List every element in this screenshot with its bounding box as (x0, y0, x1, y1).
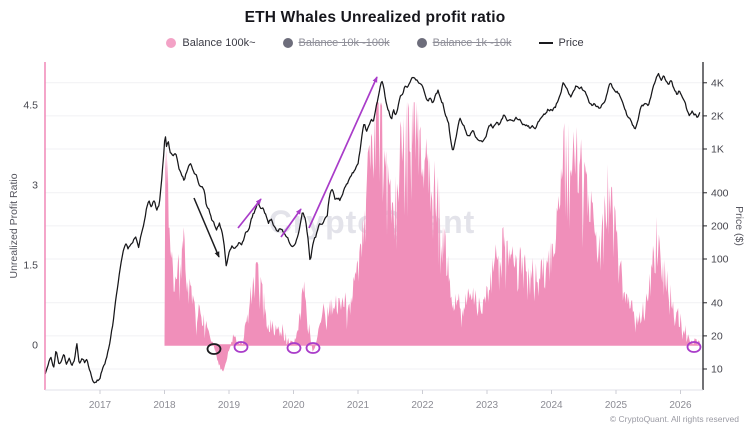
left-axis-title: Unrealized Profit Ratio (8, 173, 20, 278)
legend-dot-icon (166, 38, 177, 48)
ratio-area-series (164, 102, 700, 372)
left-axis-tick-label: 4.5 (23, 100, 38, 112)
right-axis-tick-label: 40 (711, 297, 723, 309)
legend-dot-icon (416, 38, 427, 48)
left-axis-tick-label: 1.5 (23, 260, 38, 272)
legend-line-icon (538, 42, 553, 44)
x-axis-year-label: 2026 (669, 400, 692, 411)
x-axis-year-label: 2022 (411, 400, 434, 411)
legend: Balance 100k~ Balance 10k -100k Balance 1k… (0, 37, 750, 49)
x-axis-year-label: 2021 (347, 400, 370, 411)
black-arrow-annotation (193, 197, 220, 258)
legend-item-balance-10k-100k[interactable]: Balance 10k -100k (282, 37, 390, 49)
legend-item-balance-100k[interactable]: Balance 100k~ (166, 37, 256, 49)
legend-label: Balance 1k -10k (432, 37, 512, 49)
left-axis-tick-label: 3 (32, 180, 38, 192)
legend-item-balance-1k-10k[interactable]: Balance 1k -10k (416, 37, 512, 49)
right-axis-tick-label: 20 (711, 330, 723, 342)
magenta-circle-annotation (233, 341, 249, 353)
right-axis-title: Price ($) (733, 206, 745, 246)
x-axis-year-label: 2025 (605, 400, 628, 411)
legend-label: Balance 100k~ (182, 37, 256, 49)
x-axis-year-label: 2023 (476, 400, 499, 411)
magenta-circle-annotation (286, 342, 302, 354)
right-axis-tick-label: 100 (711, 254, 729, 266)
magenta-circle-annotation (305, 342, 321, 354)
annotations (193, 76, 702, 355)
copyright: © CryptoQuant. All rights reserved (609, 414, 739, 424)
legend-dot-icon (282, 38, 293, 48)
x-axis-year-label: 2024 (540, 400, 563, 411)
right-axis-tick-label: 400 (711, 187, 729, 199)
axes: 0 1.5 3 4.5 10 20 40 100 200 400 1K 2K 4K 2017 2018 201… (8, 62, 745, 411)
magenta-arrow-annotation (308, 76, 378, 229)
right-axis-tick-label: 200 (711, 220, 729, 232)
x-axis-year-label: 2020 (282, 400, 305, 411)
black-circle-annotation (206, 343, 222, 355)
x-axis-year-label: 2017 (89, 400, 112, 411)
legend-item-price[interactable]: Price (538, 37, 584, 49)
magenta-arrow-annotation (237, 198, 262, 229)
magenta-arrow-annotation (280, 208, 302, 238)
right-axis-tick-label: 4K (711, 77, 724, 89)
x-axis-year-label: 2019 (218, 400, 241, 411)
x-axis-year-label: 2018 (153, 400, 176, 411)
left-axis-tick-label: 0 (32, 340, 38, 352)
legend-label: Balance 10k -100k (298, 37, 390, 49)
legend-label: Price (558, 37, 584, 49)
right-axis-tick-label: 10 (711, 364, 723, 376)
right-axis-tick-label: 1K (711, 144, 724, 156)
right-axis-tick-label: 2K (711, 110, 724, 122)
chart-title: ETH Whales Unrealized profit ratio (244, 9, 506, 26)
magenta-circle-annotation (686, 341, 702, 353)
price-line-series (44, 72, 701, 384)
